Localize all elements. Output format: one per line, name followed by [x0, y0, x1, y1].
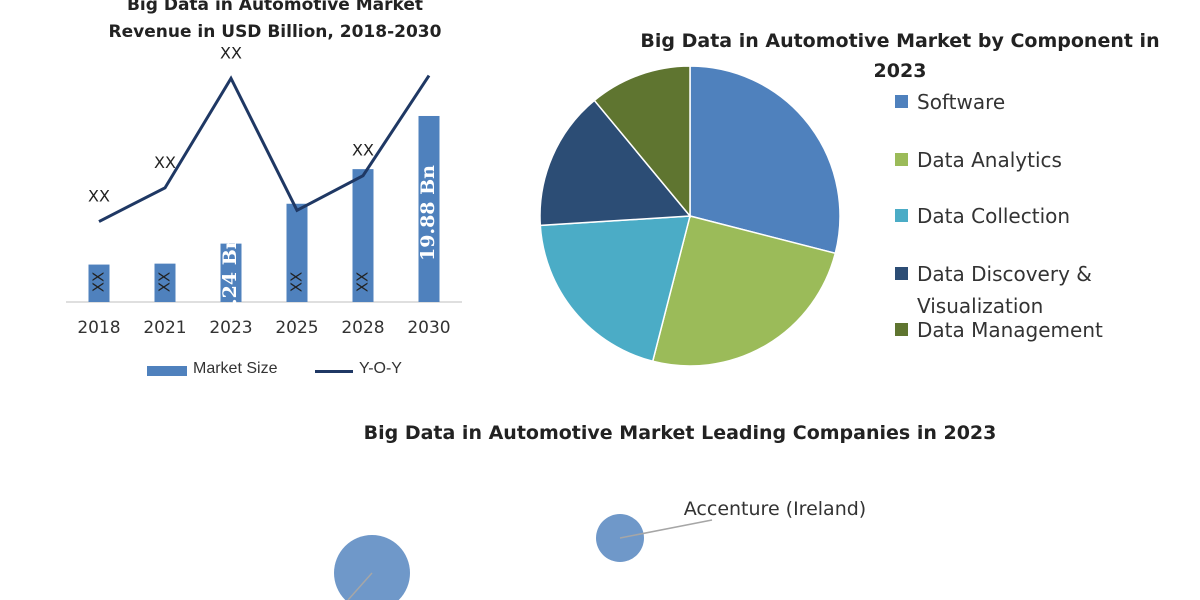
- legend-label-yoy: Y-O-Y: [359, 360, 402, 377]
- bar-2025: [286, 203, 308, 302]
- legend-label-data-collection: Data Collection: [917, 204, 1071, 228]
- x-tick-label-2018: 2018: [77, 318, 120, 338]
- bubble-unlabeled: [334, 535, 410, 600]
- bar-2018: [88, 264, 110, 302]
- legend-swatch-software: [895, 95, 908, 108]
- pie-slice-software: [689, 65, 841, 255]
- bar-chart-legend: Market Size Y-O-Y: [145, 360, 445, 384]
- yoy-line: [98, 74, 431, 223]
- yoy-data-label-2021: XX: [154, 153, 176, 172]
- legend-label-software: Software: [917, 90, 1006, 114]
- bar-chart-title: Big Data in Automotive Market Revenue in…: [108, 0, 442, 42]
- bar-data-label-2028: XX: [354, 272, 372, 293]
- legend-swatch-data-collection: [895, 209, 908, 222]
- company-label-accenture: Accenture (Ireland): [683, 498, 867, 520]
- x-tick-label-2028: 2028: [341, 318, 384, 338]
- yoy-data-label-2018: XX: [88, 187, 110, 206]
- pie-chart-title: Big Data in Automotive Market by Compone…: [640, 30, 1160, 82]
- bar-2021: [154, 263, 176, 302]
- bar-2023: [220, 243, 242, 302]
- bar-data-label-2018: XX: [90, 272, 108, 293]
- legend-swatch-data-analytics: [895, 153, 908, 166]
- legend-label-data-management: Data Management: [917, 318, 1103, 342]
- bar-data-label-2023: 6.24 Bn: [219, 235, 241, 318]
- bar-2030: [418, 115, 440, 302]
- yoy-data-label-2023: XX: [220, 43, 242, 62]
- bubble-chart-title: Big Data in Automotive Market Leading Co…: [363, 422, 997, 444]
- legend-swatch-yoy: [315, 370, 353, 373]
- bar-data-label-2021: XX: [156, 272, 174, 293]
- legend-label-data-discovery: Data Discovery & Visualization: [917, 262, 1092, 318]
- legend-swatch-market-size: [147, 366, 187, 376]
- pie-chart: [539, 65, 841, 367]
- pie-slice-data-collection: [539, 215, 691, 363]
- pie-slice-data-analytics: [651, 215, 837, 367]
- bar-data-label-2025: XX: [288, 272, 306, 293]
- pie-slice-data-discovery-visualization: [539, 99, 692, 227]
- legend-label-data-analytics: Data Analytics: [917, 148, 1062, 172]
- bar-2028: [352, 169, 374, 302]
- bubble-accenture: [596, 514, 644, 562]
- legend-label-market-size: Market Size: [193, 360, 278, 377]
- yoy-data-label-2028: XX: [352, 141, 374, 160]
- bubble-leader-line-unlabeled: [347, 572, 373, 600]
- legend-swatch-data-management: [895, 323, 908, 336]
- legend-swatch-data-discovery: [895, 267, 908, 280]
- x-tick-label-2025: 2025: [275, 318, 318, 338]
- pie-slice-data-management: [593, 65, 691, 219]
- bar-data-label-2030: 19.88 Bn: [417, 165, 439, 261]
- x-tick-label-2021: 2021: [143, 318, 186, 338]
- x-tick-label-2030: 2030: [407, 318, 450, 338]
- x-tick-label-2023: 2023: [209, 318, 252, 338]
